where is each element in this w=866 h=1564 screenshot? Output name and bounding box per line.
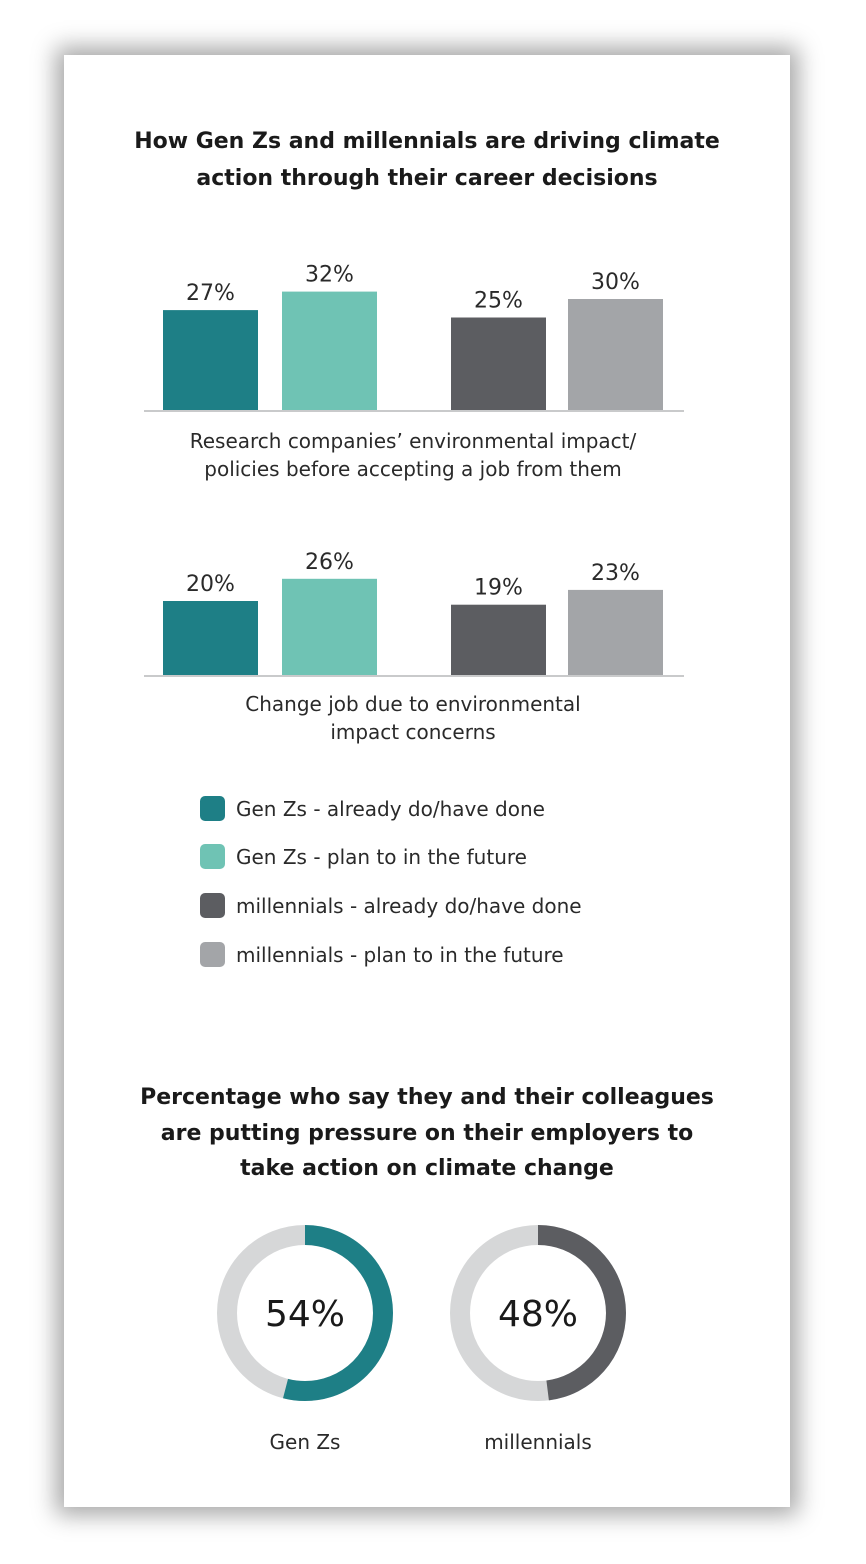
bar-g1-s3 (451, 317, 546, 410)
bar-g2-s1 (163, 601, 258, 675)
infographic-card: How Gen Zs and millennials are driving c… (64, 55, 790, 1507)
bar-g1-s2 (282, 291, 377, 410)
legend-swatch (200, 893, 225, 918)
bar-value-label: 20% (186, 572, 235, 597)
bar-g1-s1 (163, 310, 258, 410)
donut-value: 48% (498, 1294, 578, 1335)
legend-label: millennials - plan to in the future (236, 943, 564, 967)
group-caption-line: Research companies’ environmental impact… (190, 429, 637, 453)
donut-label: millennials (484, 1430, 592, 1454)
bar-g2-s3 (451, 604, 546, 675)
bar-value-label: 19% (474, 576, 523, 601)
bar-g2-s2 (282, 578, 377, 675)
donut-title-line: Percentage who say they and their collea… (140, 1085, 714, 1110)
donut-label: Gen Zs (270, 1430, 341, 1454)
group-caption-line: impact concerns (330, 720, 495, 744)
legend-label: Gen Zs - plan to in the future (236, 845, 527, 869)
group-caption-line: policies before accepting a job from the… (204, 457, 621, 481)
donut-title-line: are putting pressure on their employers … (161, 1121, 693, 1146)
bar-value-label: 25% (474, 289, 523, 314)
group-caption-line: Change job due to environmental (245, 692, 580, 716)
legend-label: millennials - already do/have done (236, 894, 582, 918)
bar-value-label: 32% (305, 263, 354, 288)
chart-title-line: How Gen Zs and millennials are driving c… (134, 129, 720, 154)
bar-value-label: 23% (591, 561, 640, 586)
donut-arc-1 (217, 1225, 393, 1401)
donut-title-line: take action on climate change (240, 1156, 614, 1181)
chart-title-line: action through their career decisions (196, 166, 657, 191)
legend-swatch (200, 942, 225, 967)
bar-g1-s4 (568, 299, 663, 410)
bar-value-label: 26% (305, 550, 354, 575)
bar-g2-s4 (568, 589, 663, 675)
bar-value-label: 27% (186, 281, 235, 306)
legend-swatch (200, 796, 225, 821)
legend-label: Gen Zs - already do/have done (236, 797, 545, 821)
bar-value-label: 30% (591, 270, 640, 295)
chart-canvas: How Gen Zs and millennials are driving c… (134, 129, 720, 1454)
legend-swatch (200, 844, 225, 869)
donut-value: 54% (265, 1294, 345, 1335)
donut-arc-2 (450, 1225, 626, 1401)
